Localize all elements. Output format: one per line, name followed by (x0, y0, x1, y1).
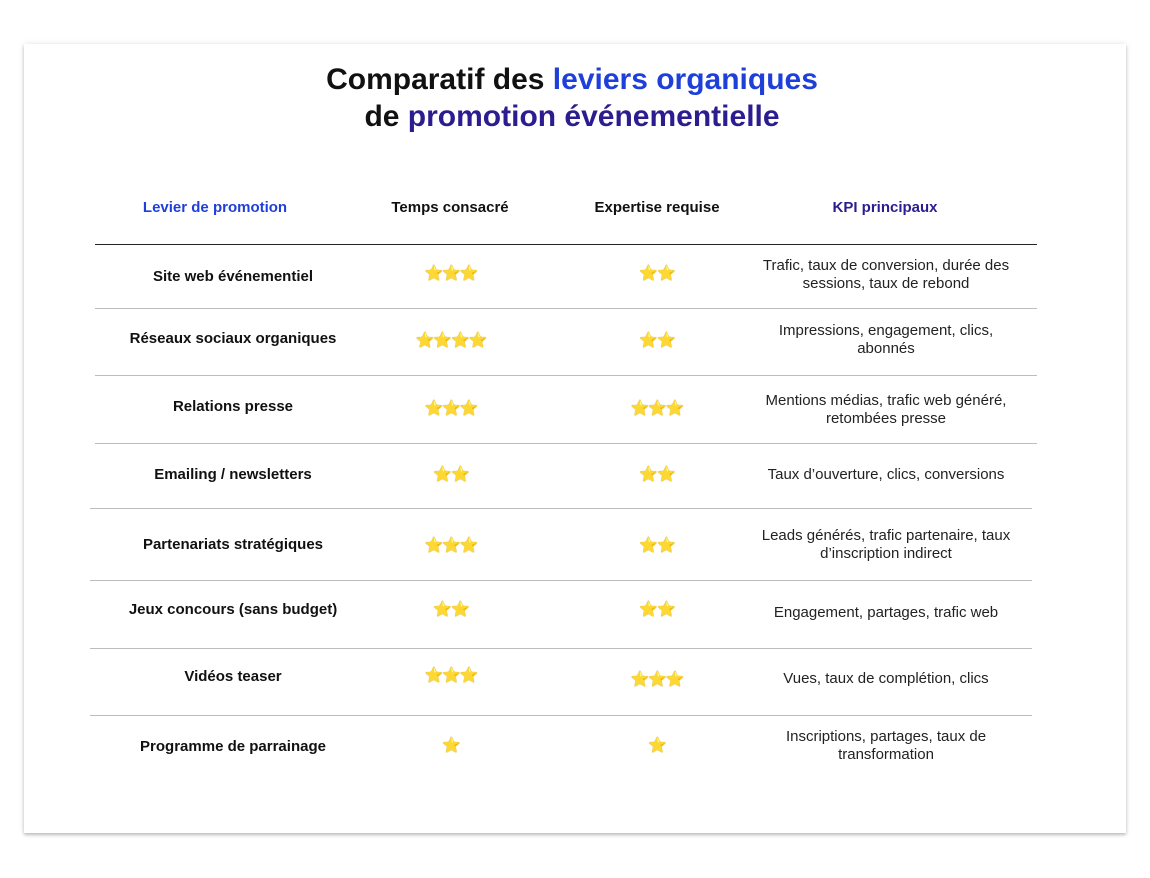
title-line-1-highlight: leviers organiques (552, 63, 818, 96)
row-8-time-stars: ⭐ (442, 737, 461, 754)
row-4-lever: Emailing / newsletters (154, 466, 312, 483)
row-6-lever: Jeux concours (sans budget) (128, 600, 338, 618)
row-divider (90, 580, 1032, 581)
title-line-2: de promotion événementielle (24, 98, 1120, 135)
row-1-lever: Site web événementiel (152, 268, 314, 285)
page-title: Comparatif des leviers organiques de pro… (24, 61, 1120, 135)
row-divider (90, 648, 1032, 649)
row-divider (90, 508, 1032, 509)
row-2-kpi: Impressions, engagement, clics, abonnés (778, 322, 994, 357)
row-8-kpi: Inscriptions, partages, taux de transfor… (785, 728, 987, 763)
row-2-time-stars: ⭐⭐⭐⭐ (415, 332, 488, 349)
comparison-card: Comparatif des leviers organiques de pro… (24, 44, 1126, 833)
row-8-expertise-stars: ⭐ (648, 737, 667, 754)
row-6-kpi: Engagement, partages, trafic web (773, 604, 999, 621)
row-7-kpi: Vues, taux de complétion, clics (783, 669, 989, 687)
row-4-expertise-stars: ⭐⭐ (639, 465, 675, 483)
header-divider (95, 244, 1037, 245)
row-5-expertise-stars: ⭐⭐ (639, 536, 675, 554)
row-7-time-stars: ⭐⭐⭐ (424, 667, 478, 684)
row-5-kpi: Leads générés, trafic partenaire, taux d… (761, 526, 1011, 562)
row-4-kpi: Taux d’ouverture, clics, conversions (767, 465, 1005, 483)
row-divider (95, 308, 1037, 309)
row-1-kpi: Trafic, taux de conversion, durée des se… (762, 256, 1010, 292)
row-5-lever: Partenariats stratégiques (142, 536, 324, 553)
title-line-2-highlight: promotion événementielle (407, 100, 780, 133)
column-header-lever: Levier de promotion (142, 199, 288, 216)
title-line-1-prefix: Comparatif des (326, 63, 553, 96)
row-8-lever: Programme de parrainage (140, 737, 326, 755)
row-7-expertise-stars: ⭐⭐⭐ (630, 671, 684, 688)
row-3-time-stars: ⭐⭐⭐ (424, 399, 478, 417)
row-divider (95, 443, 1037, 444)
row-1-expertise-stars: ⭐⭐ (639, 265, 675, 282)
row-divider (90, 715, 1032, 716)
row-4-time-stars: ⭐⭐ (433, 465, 469, 483)
row-6-time-stars: ⭐⭐ (433, 601, 469, 618)
column-header-expertise: Expertise requise (594, 199, 720, 216)
title-line-2-prefix: de (364, 100, 408, 133)
row-2-lever: Réseaux sociaux organiques (129, 329, 337, 347)
row-7-lever: Vidéos teaser (184, 668, 282, 685)
row-1-time-stars: ⭐⭐⭐ (424, 265, 478, 282)
row-divider (95, 375, 1037, 376)
row-3-lever: Relations presse (172, 398, 294, 415)
row-2-expertise-stars: ⭐⭐ (639, 332, 675, 349)
row-3-expertise-stars: ⭐⭐⭐ (630, 399, 684, 417)
row-3-kpi: Mentions médias, trafic web généré, reto… (765, 391, 1007, 427)
title-line-1: Comparatif des leviers organiques (24, 61, 1120, 98)
row-6-expertise-stars: ⭐⭐ (639, 601, 675, 618)
row-5-time-stars: ⭐⭐⭐ (424, 536, 478, 554)
column-header-kpi: KPI principaux (832, 199, 938, 216)
column-header-time: Temps consacré (391, 199, 509, 216)
